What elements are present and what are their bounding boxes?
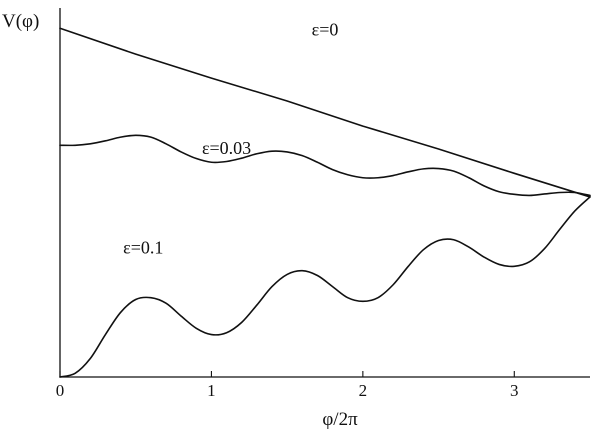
series-line-2 [59,196,591,378]
x-tick-label: 1 [207,381,216,400]
x-ticks: 0 1 2 3 [56,371,519,400]
curves [59,27,591,378]
x-axis-label: φ/2π [322,409,358,430]
series-line-1 [59,134,591,197]
x-tick-label: 2 [359,381,368,400]
x-tick-label: 3 [510,381,519,400]
series-label-0: ε=0 [312,20,339,40]
series-label-1: ε=0.03 [202,138,251,158]
series-labels: ε=0 ε=0.03 ε=0.1 [123,20,338,258]
series-label-2: ε=0.1 [123,237,163,257]
series-line-0 [59,27,591,198]
y-axis-label: V(φ) [2,11,39,32]
x-tick-label: 0 [56,381,65,400]
axes [59,8,590,378]
